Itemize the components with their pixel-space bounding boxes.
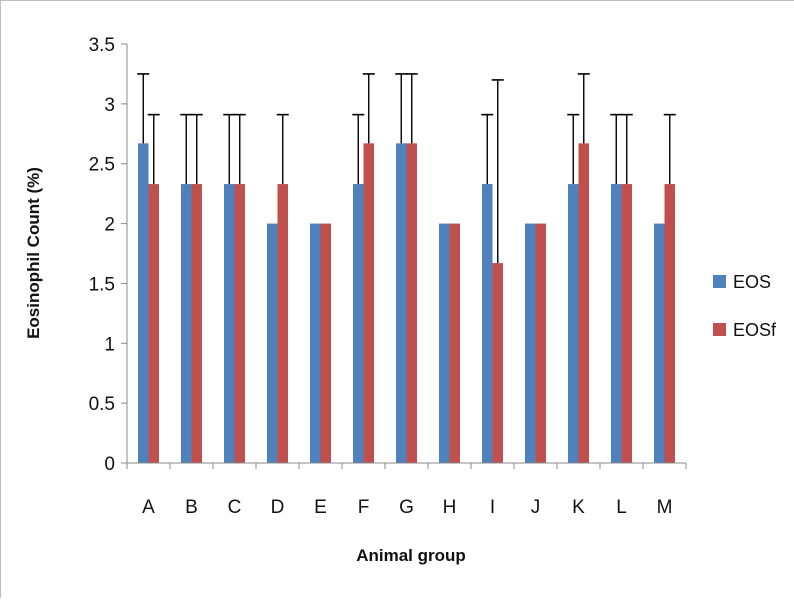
x-category-label: B — [185, 497, 198, 518]
bar-eosf-a — [148, 184, 159, 463]
bar-eos-m — [654, 223, 665, 463]
x-axis-title: Animal group — [356, 546, 466, 565]
x-category-label: H — [443, 497, 457, 518]
bar-eosf-k — [578, 143, 589, 463]
bar-eosf-m — [664, 184, 675, 463]
y-tick-label: 0.5 — [89, 394, 115, 415]
bar-eos-l — [611, 184, 622, 463]
bar-eos-a — [138, 143, 149, 463]
x-category-label: M — [657, 497, 673, 518]
bar-eos-e — [310, 223, 321, 463]
y-tick-label: 3 — [104, 95, 115, 116]
y-tick-label: 2.5 — [89, 155, 115, 176]
legend-swatch-eos — [713, 275, 726, 288]
legend-swatch-eosf — [713, 323, 726, 336]
bar-eos-b — [181, 184, 192, 463]
bar-eos-d — [267, 223, 278, 463]
y-tick-label: 1.5 — [89, 274, 115, 295]
y-tick-label: 3.5 — [89, 35, 115, 56]
bar-eosf-j — [535, 223, 546, 463]
bar-eos-g — [396, 143, 407, 463]
x-category-label: L — [616, 497, 627, 518]
bar-eos-f — [353, 184, 364, 463]
x-category-label: F — [358, 497, 370, 518]
bar-eosf-c — [234, 184, 245, 463]
bar-eosf-b — [191, 184, 202, 463]
x-category-label: G — [399, 497, 414, 518]
y-axis-title: Eosinophil Count (%) — [24, 167, 43, 339]
y-tick-label: 1 — [104, 334, 115, 355]
bar-eos-j — [525, 223, 536, 463]
x-category-label: D — [271, 497, 285, 518]
x-category-label: E — [314, 497, 327, 518]
bar-eosf-l — [621, 184, 632, 463]
bar-eosf-d — [277, 184, 288, 463]
x-category-label: J — [531, 497, 541, 518]
bar-eos-k — [568, 184, 579, 463]
x-category-label: K — [572, 497, 585, 518]
x-category-label: A — [142, 497, 155, 518]
bar-eosf-g — [406, 143, 417, 463]
bar-eosf-h — [449, 223, 460, 463]
bar-eosf-i — [492, 263, 503, 463]
bar-eos-h — [439, 223, 450, 463]
legend-label-eos: EOS — [733, 272, 771, 292]
bar-eosf-f — [363, 143, 374, 463]
y-tick-label: 2 — [104, 215, 115, 236]
x-category-label: C — [228, 497, 242, 518]
bar-eos-c — [224, 184, 235, 463]
y-tick-label: 0 — [104, 454, 115, 475]
bar-eos-i — [482, 184, 493, 463]
bar-eosf-e — [320, 223, 331, 463]
x-category-label: I — [490, 497, 495, 518]
legend-label-eosf: EOSf — [733, 320, 777, 340]
legend: EOS EOSf — [713, 272, 777, 340]
